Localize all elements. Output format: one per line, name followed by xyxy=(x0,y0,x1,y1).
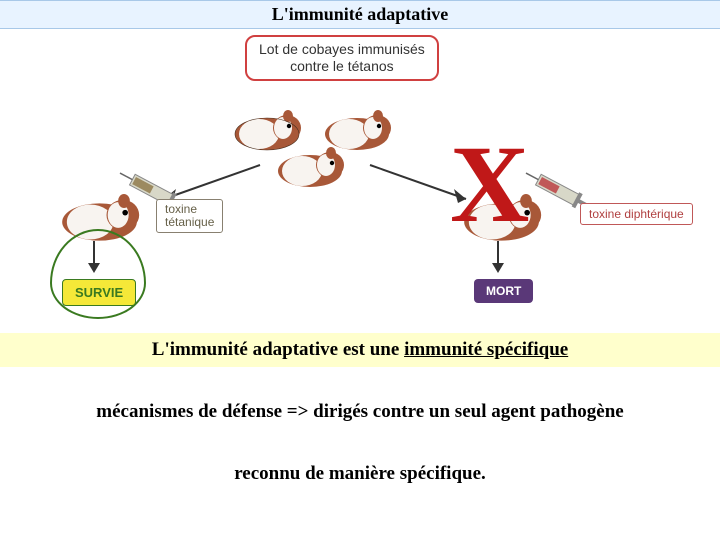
label-line: tétanique xyxy=(165,216,214,229)
experiment-diagram: Lot de cobayes immunisés contre le tétan… xyxy=(0,29,720,329)
subtitle-prefix: L'immunité adaptative est une xyxy=(152,339,404,360)
body-line-1: mécanismes de défense => dirigés contre … xyxy=(0,401,720,423)
callout-line1: Lot de cobayes immunisés xyxy=(259,41,425,58)
guinea-pig-top-3 xyxy=(268,141,346,189)
immunized-callout: Lot de cobayes immunisés contre le tétan… xyxy=(245,35,439,81)
subtitle-underlined: immunité spécifique xyxy=(404,339,568,360)
toxin-diphtheria-label: toxine diphtérique xyxy=(580,203,693,225)
body-line-2: reconnu de manière spécifique. xyxy=(0,463,720,485)
toxin-tetanus-label: toxine tétanique xyxy=(156,199,223,233)
subtitle-bar: L'immunité adaptative est une immunité s… xyxy=(0,333,720,367)
survive-badge: SURVIE xyxy=(62,279,136,306)
arrow-down-right-icon xyxy=(486,239,510,277)
mort-badge: MORT xyxy=(474,279,533,303)
page-title: L'immunité adaptative xyxy=(0,0,720,29)
callout-line2: contre le tétanos xyxy=(259,58,425,75)
